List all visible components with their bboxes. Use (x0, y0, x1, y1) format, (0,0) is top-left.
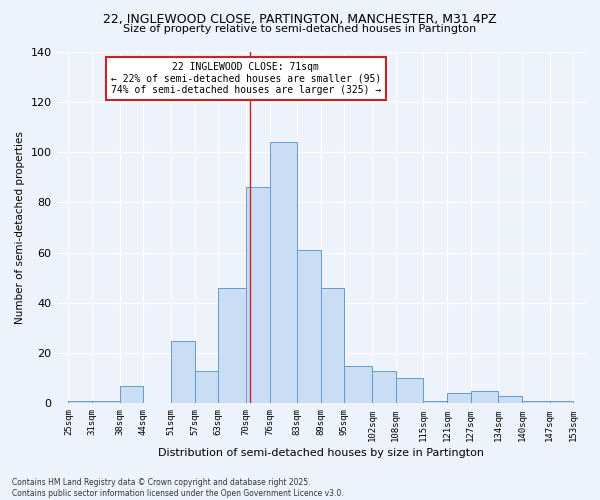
Bar (269, 142, 297, 404)
Text: Size of property relative to semi-detached houses in Partington: Size of property relative to semi-detach… (124, 24, 476, 34)
Text: Contains HM Land Registry data © Crown copyright and database right 2025.
Contai: Contains HM Land Registry data © Crown c… (12, 478, 344, 498)
Bar (396, 378, 424, 404)
Bar (321, 288, 344, 404)
Bar (372, 371, 396, 404)
Bar (344, 366, 372, 404)
Bar (424, 401, 447, 404)
Text: 22 INGLEWOOD CLOSE: 71sqm
← 22% of semi-detached houses are smaller (95)
74% of : 22 INGLEWOOD CLOSE: 71sqm ← 22% of semi-… (111, 62, 381, 95)
Bar (171, 340, 194, 404)
Bar (218, 288, 246, 404)
Bar (119, 386, 143, 404)
Bar (68, 401, 92, 404)
X-axis label: Distribution of semi-detached houses by size in Partington: Distribution of semi-detached houses by … (158, 448, 484, 458)
Bar (297, 250, 321, 404)
Text: 22, INGLEWOOD CLOSE, PARTINGTON, MANCHESTER, M31 4PZ: 22, INGLEWOOD CLOSE, PARTINGTON, MANCHES… (103, 12, 497, 26)
Bar (550, 401, 573, 404)
Bar (447, 394, 470, 404)
Bar (470, 391, 498, 404)
Y-axis label: Number of semi-detached properties: Number of semi-detached properties (15, 131, 25, 324)
Bar (194, 371, 218, 404)
Bar (498, 396, 522, 404)
Bar (92, 401, 119, 404)
Bar (246, 187, 269, 404)
Bar (522, 401, 550, 404)
